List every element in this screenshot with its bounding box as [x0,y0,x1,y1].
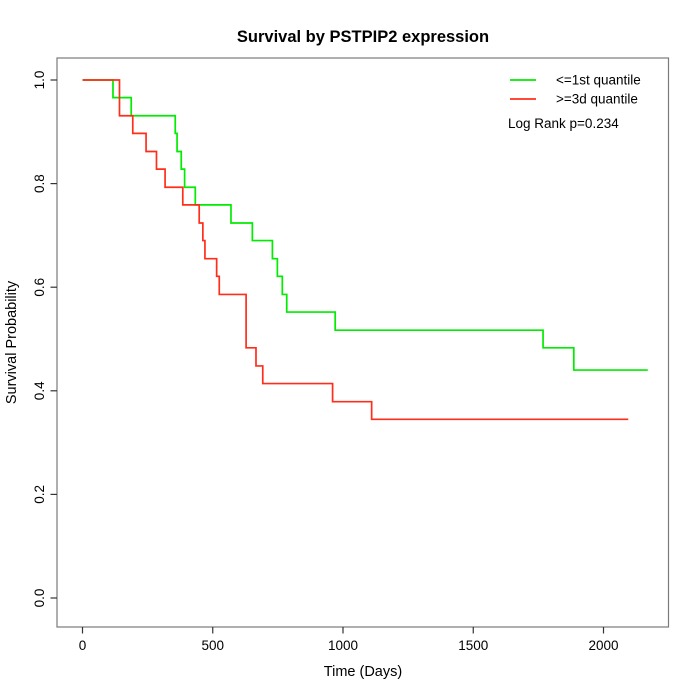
km-curve-third-quantile [82,79,629,421]
x-tick-label: 1000 [328,638,358,653]
km-curves [82,79,648,421]
log-rank-p-value: Log Rank p=0.234 [508,116,619,131]
x-axis-ticks: 0 500 1000 1500 2000 [79,627,619,653]
x-tick-label: 500 [201,638,224,653]
y-tick-label: 1.0 [32,71,47,90]
y-axis-label: Survival Probability [4,280,20,404]
y-tick-label: 0.0 [32,589,47,608]
legend-label-first-quantile: <=1st quantile [556,73,641,88]
y-tick-label: 0.2 [32,485,47,504]
plot-box [56,57,670,628]
y-tick-label: 0.8 [32,174,47,193]
x-tick-label: 1500 [458,638,488,653]
y-tick-label: 0.4 [32,381,47,400]
x-tick-label: 2000 [588,638,618,653]
x-tick-label: 0 [79,638,87,653]
km-curve-first-quantile [82,79,648,371]
chart-title: Survival by PSTPIP2 expression [237,28,489,46]
legend-label-third-quantile: >=3d quantile [556,92,638,107]
y-tick-label: 0.6 [32,278,47,297]
x-axis-label: Time (Days) [324,664,402,680]
y-axis-ticks: 0.0 0.2 0.4 0.6 0.8 1.0 [32,71,57,608]
legend: <=1st quantile >=3d quantile Log Rank p=… [508,73,641,132]
